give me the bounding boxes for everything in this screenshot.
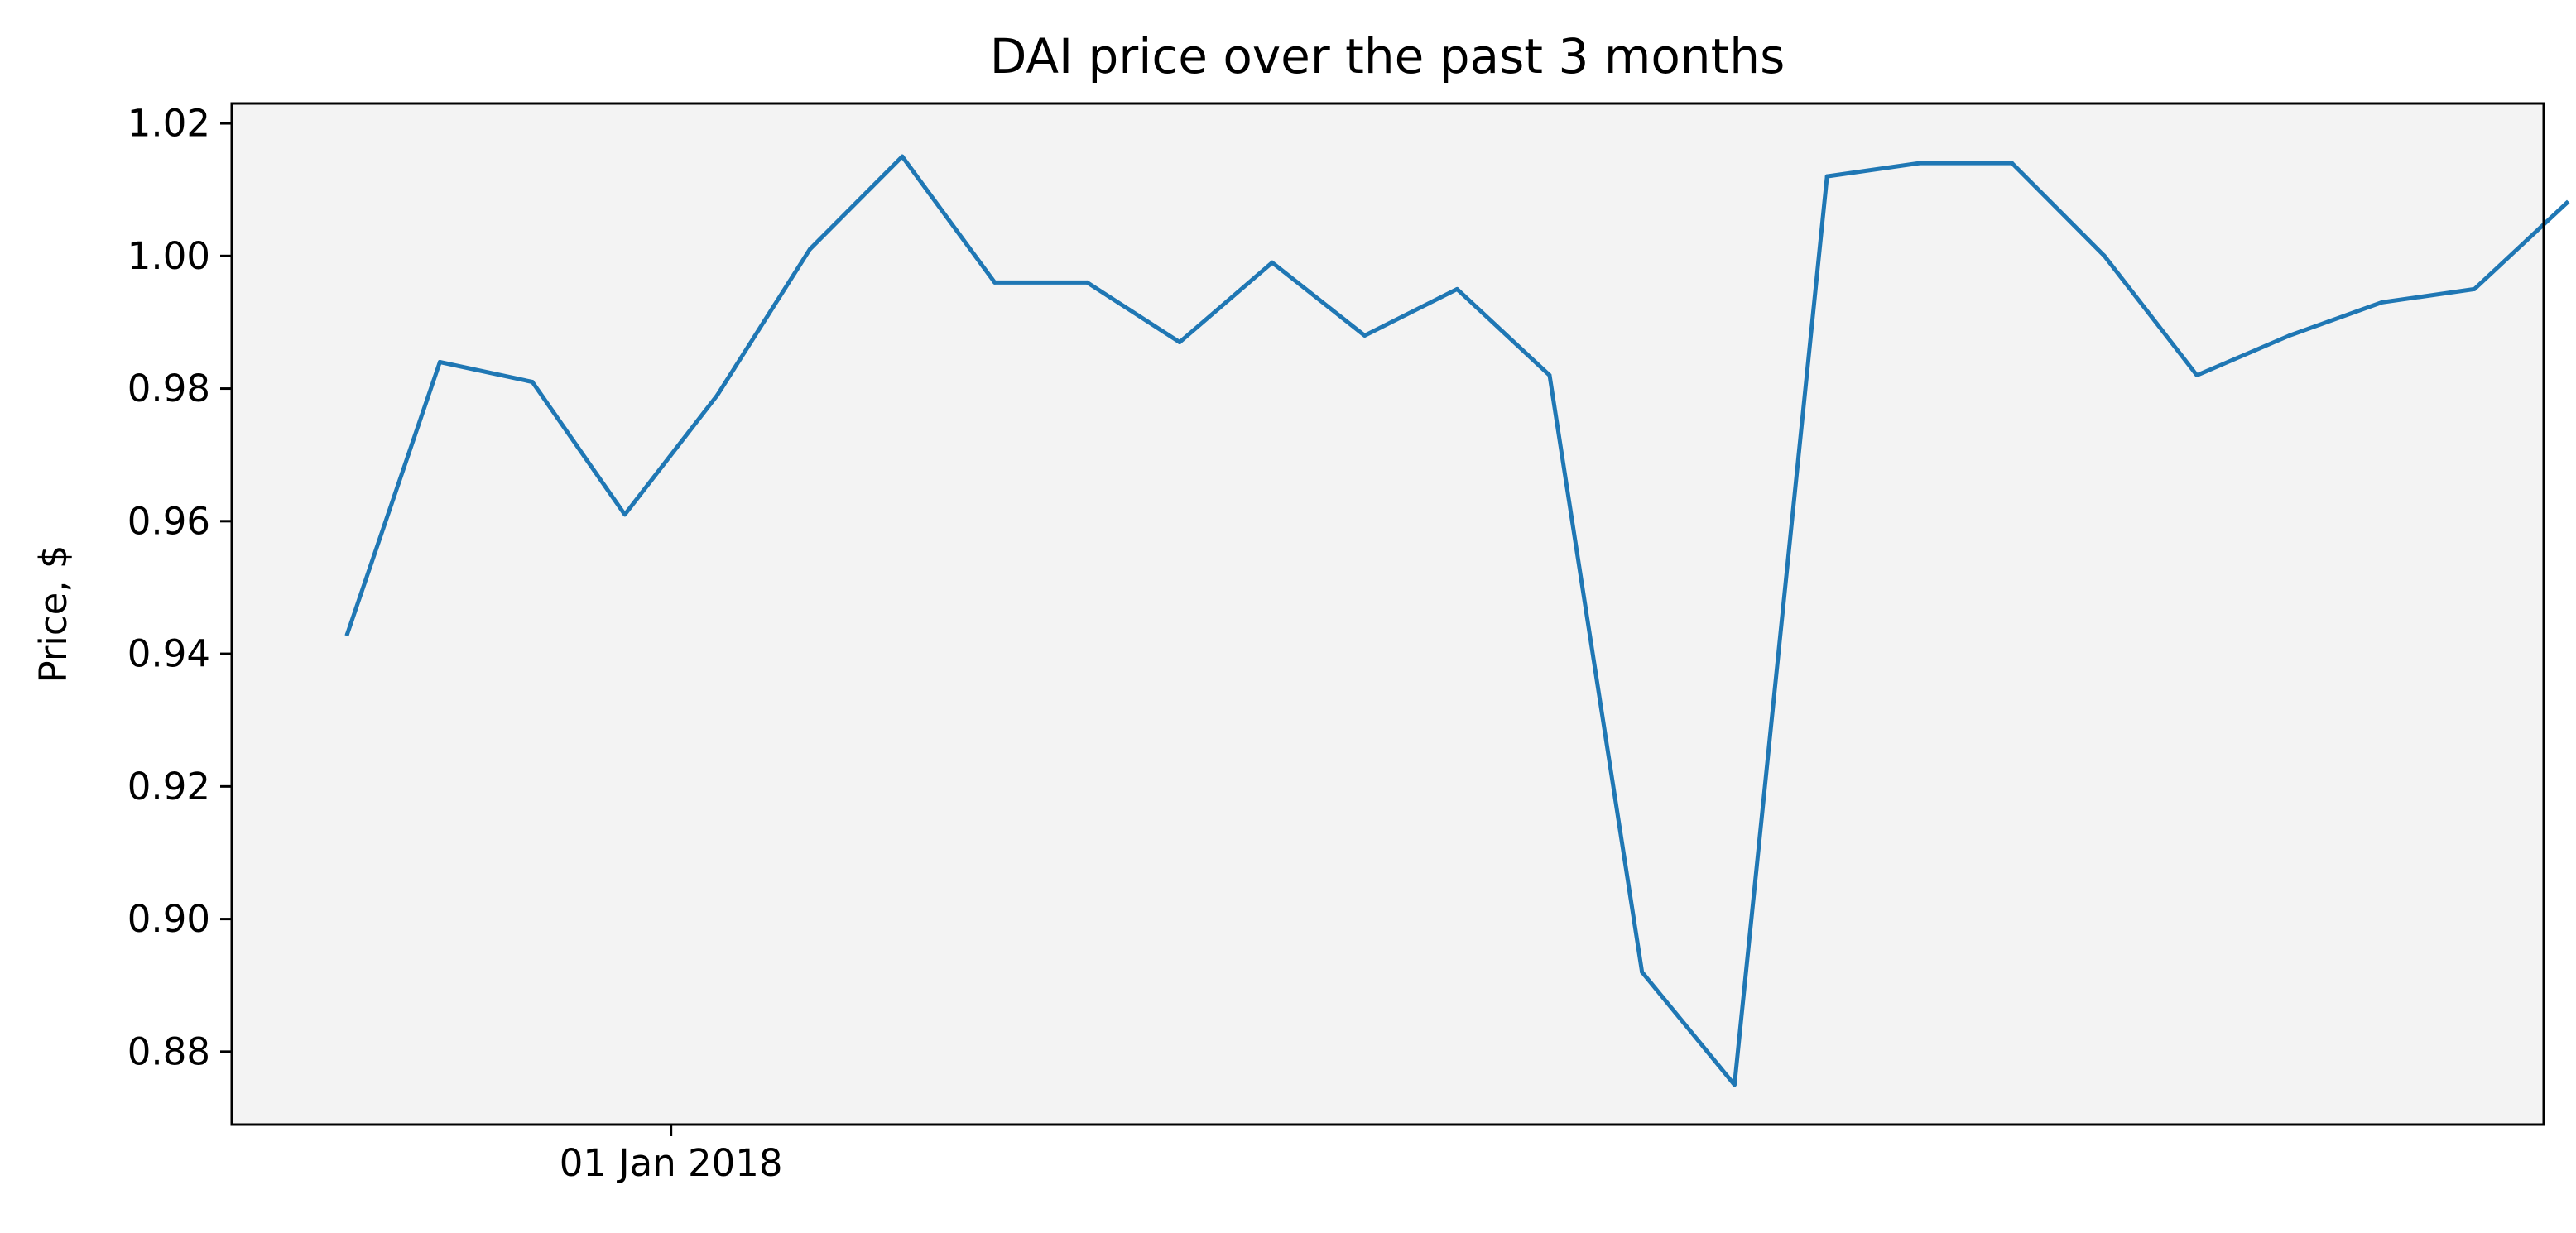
- data-point: [807, 247, 812, 252]
- data-point: [1177, 340, 1182, 344]
- data-point: [2194, 373, 2199, 377]
- data-point: [2102, 253, 2107, 258]
- x-tick-label: 01 Jan 2018: [560, 1141, 783, 1185]
- y-tick-label: 0.88: [127, 1029, 210, 1073]
- data-point: [530, 380, 535, 384]
- data-point: [1547, 373, 1552, 377]
- data-point: [1917, 161, 1922, 166]
- data-point: [1084, 280, 1089, 285]
- data-point: [992, 280, 997, 285]
- y-tick-label: 0.90: [127, 897, 210, 941]
- data-point: [2380, 300, 2384, 305]
- y-tick-label: 1.02: [127, 102, 210, 146]
- data-point: [1362, 333, 1367, 338]
- y-tick-label: 1.00: [127, 234, 210, 278]
- data-point: [345, 631, 350, 636]
- data-point: [437, 360, 442, 364]
- y-tick-label: 0.92: [127, 765, 210, 808]
- data-point: [1824, 174, 1829, 179]
- data-point: [2287, 333, 2292, 338]
- chart-title: DAI price over the past 3 months: [990, 28, 1785, 84]
- y-tick-label: 0.94: [127, 632, 210, 676]
- data-point: [1640, 970, 1645, 975]
- x-axis: 01 Jan 2018: [560, 1125, 783, 1185]
- plot-background: [232, 103, 2544, 1125]
- data-point: [900, 154, 905, 159]
- data-point: [1454, 286, 1459, 291]
- data-point: [2564, 200, 2569, 205]
- points-layer: [345, 154, 2569, 1087]
- data-point: [1732, 1082, 1737, 1087]
- data-point: [2472, 286, 2477, 291]
- plot-frame: [230, 102, 2545, 1126]
- data-point: [2010, 161, 2015, 166]
- data-point: [1270, 260, 1275, 265]
- y-axis-label: Price, $: [31, 545, 75, 683]
- data-point: [715, 393, 719, 398]
- y-axis: 0.88 0.90 0.92 0.94 0.96 0.98 1.00 1.02: [127, 102, 232, 1073]
- y-tick-label: 0.96: [127, 499, 210, 543]
- y-tick-label: 0.98: [127, 367, 210, 410]
- data-point: [622, 512, 627, 517]
